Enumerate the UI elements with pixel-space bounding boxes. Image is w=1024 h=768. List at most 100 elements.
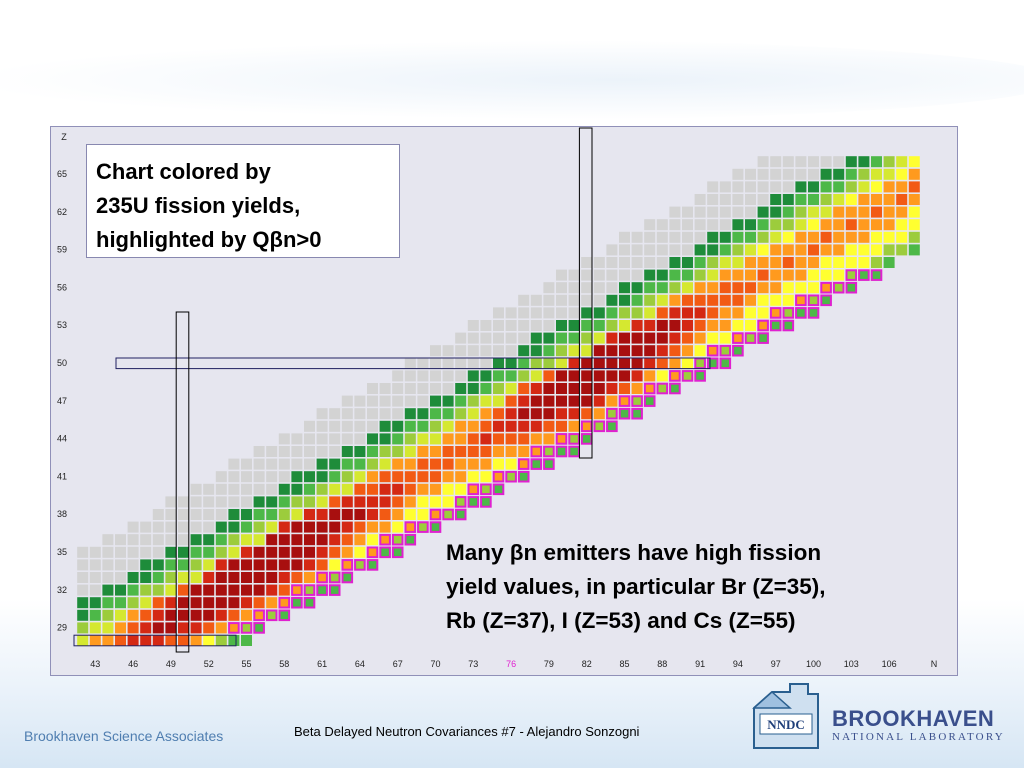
- highlighted-emitter-cell: [631, 407, 643, 420]
- nuclide-cell: [833, 257, 845, 268]
- nuclide-cell: [241, 635, 252, 646]
- nuclide-cell: [808, 156, 819, 168]
- nuclide-cell: [77, 609, 89, 621]
- nuclide-cell: [568, 282, 580, 294]
- nuclide-cell: [682, 357, 693, 369]
- nuclide-cell: [329, 446, 341, 457]
- highlighted-emitter-cell: [442, 508, 454, 521]
- nuclide-cell: [505, 357, 517, 369]
- z-tick-label: 62: [57, 207, 67, 217]
- nuclide-cell: [115, 584, 126, 596]
- nuclide-cell: [883, 181, 895, 193]
- nuclide-cell: [77, 584, 89, 596]
- nuclide-cell: [896, 231, 908, 243]
- nuclide-cell: [455, 483, 467, 495]
- nuclide-cell: [593, 370, 605, 382]
- bnl-logo-main: BROOKHAVEN: [832, 706, 995, 731]
- nuclide-cell: [480, 332, 492, 344]
- nuclide-cell: [782, 282, 794, 294]
- nuclide-cell: [682, 332, 693, 344]
- nuclide-cell: [417, 446, 429, 457]
- nuclide-cell: [178, 534, 189, 546]
- nuclide-cell: [631, 332, 643, 344]
- nuclide-cell: [757, 181, 769, 193]
- note-line-1-b: n emitters have high fission: [523, 540, 822, 565]
- nuclide-cell: [140, 597, 152, 609]
- nuclide-cell: [304, 572, 315, 583]
- nuclide-cell: [669, 206, 681, 218]
- bnl-logo: BROOKHAVEN NATIONAL LABORATORY: [832, 708, 1005, 744]
- nuclide-cell: [593, 282, 605, 294]
- nuclide-cell: [341, 446, 353, 457]
- nuclide-cell: [631, 269, 643, 281]
- nuclide-cell: [820, 244, 832, 256]
- highlighted-emitter-cell: [568, 445, 580, 458]
- nuclide-cell: [178, 635, 189, 646]
- nuclide-cell: [757, 244, 769, 256]
- nuclide-cell: [329, 458, 341, 470]
- nuclide-cell: [505, 370, 517, 382]
- nuclide-cell: [266, 559, 278, 571]
- nuclide-cell: [190, 622, 202, 634]
- nuclide-cell: [430, 408, 441, 420]
- nuclide-cell: [505, 332, 517, 344]
- highlighted-emitter-cell: [706, 357, 719, 370]
- nuclide-cell: [820, 257, 832, 268]
- nuclide-cell: [304, 521, 315, 533]
- nuclide-cell: [518, 408, 530, 420]
- nuclide-cell: [467, 370, 479, 382]
- highlighted-emitter-cell: [732, 344, 744, 357]
- nuclide-cell: [278, 546, 290, 558]
- nuclide-cell: [152, 584, 164, 596]
- nuclide-cell: [278, 496, 290, 508]
- highlighted-emitter-cell: [480, 496, 492, 508]
- nuclide-cell: [178, 546, 189, 558]
- nuclide-cell: [631, 345, 643, 357]
- nuclide-cell: [682, 206, 693, 218]
- nuclide-cell: [190, 635, 202, 646]
- nuclide-cell: [127, 635, 139, 646]
- nuclide-cell: [808, 257, 819, 268]
- nuclide-cell: [745, 294, 756, 306]
- nuclide-cell: [845, 168, 857, 180]
- highlighted-emitter-cell: [530, 445, 543, 458]
- nuclide-cell: [316, 483, 328, 495]
- nuclide-cell: [593, 269, 605, 281]
- nuclide-cell: [682, 257, 693, 268]
- nndc-label: NNDC: [767, 717, 805, 732]
- nuclide-cell: [782, 269, 794, 281]
- nuclide-cell: [341, 395, 353, 407]
- nuclide-cell: [89, 597, 101, 609]
- nuclide-cell: [757, 307, 769, 319]
- nuclide-cell: [190, 483, 202, 495]
- nuclide-cell: [228, 458, 240, 470]
- nuclide-cell: [165, 572, 177, 583]
- nuclide-cell: [493, 357, 504, 369]
- nuclide-cell: [152, 622, 164, 634]
- nuclide-cell: [556, 383, 567, 394]
- n-tick-label: 52: [204, 659, 214, 669]
- nuclide-cell: [316, 521, 328, 533]
- nuclide-cell: [291, 471, 303, 483]
- footer-title: Beta Delayed Neutron Covariances #7 - Al…: [294, 724, 640, 739]
- nuclide-cell: [694, 332, 706, 344]
- nuclide-cell: [845, 257, 857, 268]
- nuclide-cell: [694, 244, 706, 256]
- nuclide-cell: [808, 269, 819, 281]
- nuclide-cell: [278, 446, 290, 457]
- nuclide-cell: [581, 320, 593, 331]
- nuclide-cell: [808, 244, 819, 256]
- nuclide-cell: [593, 408, 605, 420]
- nuclide-cell: [291, 572, 303, 583]
- nuclide-cell: [908, 194, 920, 205]
- nuclide-cell: [606, 345, 618, 357]
- nuclide-cell: [795, 244, 807, 256]
- nuclide-cell: [367, 433, 378, 445]
- highlighted-emitter-cell: [303, 596, 316, 609]
- nuclide-cell: [530, 357, 542, 369]
- nuclide-cell: [757, 294, 769, 306]
- highlighted-emitter-cell: [782, 307, 795, 319]
- n-tick-label: 79: [544, 659, 554, 669]
- nuclide-cell: [556, 282, 567, 294]
- nuclide-cell: [694, 282, 706, 294]
